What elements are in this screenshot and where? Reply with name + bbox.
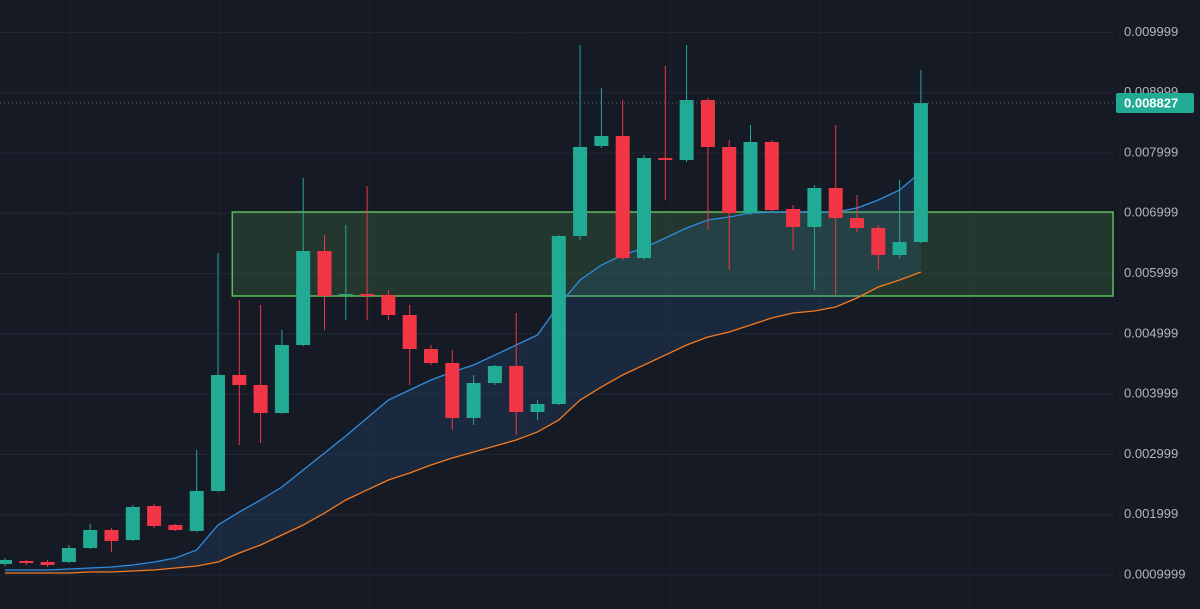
ma-line [5, 171, 922, 571]
candle-body [764, 141, 779, 211]
candle-body [296, 251, 311, 346]
candle-body [786, 208, 801, 228]
candle-body [232, 374, 247, 385]
candle-body [168, 525, 183, 531]
candle-body [445, 362, 460, 418]
last-price-box [1116, 93, 1194, 114]
candle-body [19, 561, 34, 563]
y-tick-label: 0.009999 [1124, 24, 1178, 39]
candle-body [871, 227, 886, 255]
candle-body [360, 294, 375, 296]
candle-body [807, 188, 822, 228]
candle-body [338, 294, 353, 296]
candle-body [83, 530, 98, 548]
candle-body [211, 374, 225, 491]
candle-body [700, 100, 715, 148]
candle-body [381, 294, 396, 315]
candle-body [573, 147, 588, 237]
candle-body [104, 530, 119, 541]
grid [0, 31, 1113, 576]
y-tick-label: 0.0009999 [1124, 566, 1185, 581]
price-axis: 0.0009999 0.001999 0.002999 0.003999 0.00499… [1116, 24, 1194, 581]
candle-body [530, 403, 545, 413]
candle-body [0, 559, 12, 565]
y-tick-label: 0.007999 [1124, 144, 1178, 159]
candle-body [850, 218, 864, 228]
y-tick-label: 0.004999 [1124, 325, 1178, 340]
candle-body [828, 188, 843, 219]
candle-body [424, 348, 438, 363]
candle-body [509, 366, 524, 413]
candle-body [637, 158, 651, 259]
candle-body [892, 242, 907, 255]
plot-area [0, 45, 1114, 574]
candle-body [466, 383, 481, 418]
candle-body [594, 136, 609, 146]
last-price-label: 0.008827 [1124, 95, 1178, 110]
candle-body [317, 251, 332, 296]
y-tick-label: 0.001999 [1124, 506, 1178, 521]
candle-body [743, 141, 758, 214]
candle-body [147, 506, 162, 526]
candle-body [913, 103, 928, 243]
candle-body [658, 158, 673, 161]
candle-body [274, 345, 289, 413]
candle-body [402, 314, 417, 349]
y-tick-label: 0.002999 [1124, 446, 1178, 461]
ma-line [5, 271, 922, 574]
candle-body [40, 561, 55, 565]
candle-body [722, 147, 737, 214]
candle-body [189, 490, 204, 531]
candle-body [615, 136, 630, 259]
candle-body [551, 236, 566, 404]
candle-body [679, 100, 694, 161]
ma-band [5, 172, 921, 574]
y-tick-label: 0.003999 [1124, 386, 1178, 401]
candle-body [125, 506, 140, 541]
candle-body [253, 384, 268, 413]
candle-body [487, 366, 502, 384]
zone [231, 211, 1114, 297]
candle-body [61, 547, 76, 562]
y-tick-label: 0.006999 [1124, 205, 1178, 220]
y-tick-label: 0.005999 [1124, 265, 1178, 280]
